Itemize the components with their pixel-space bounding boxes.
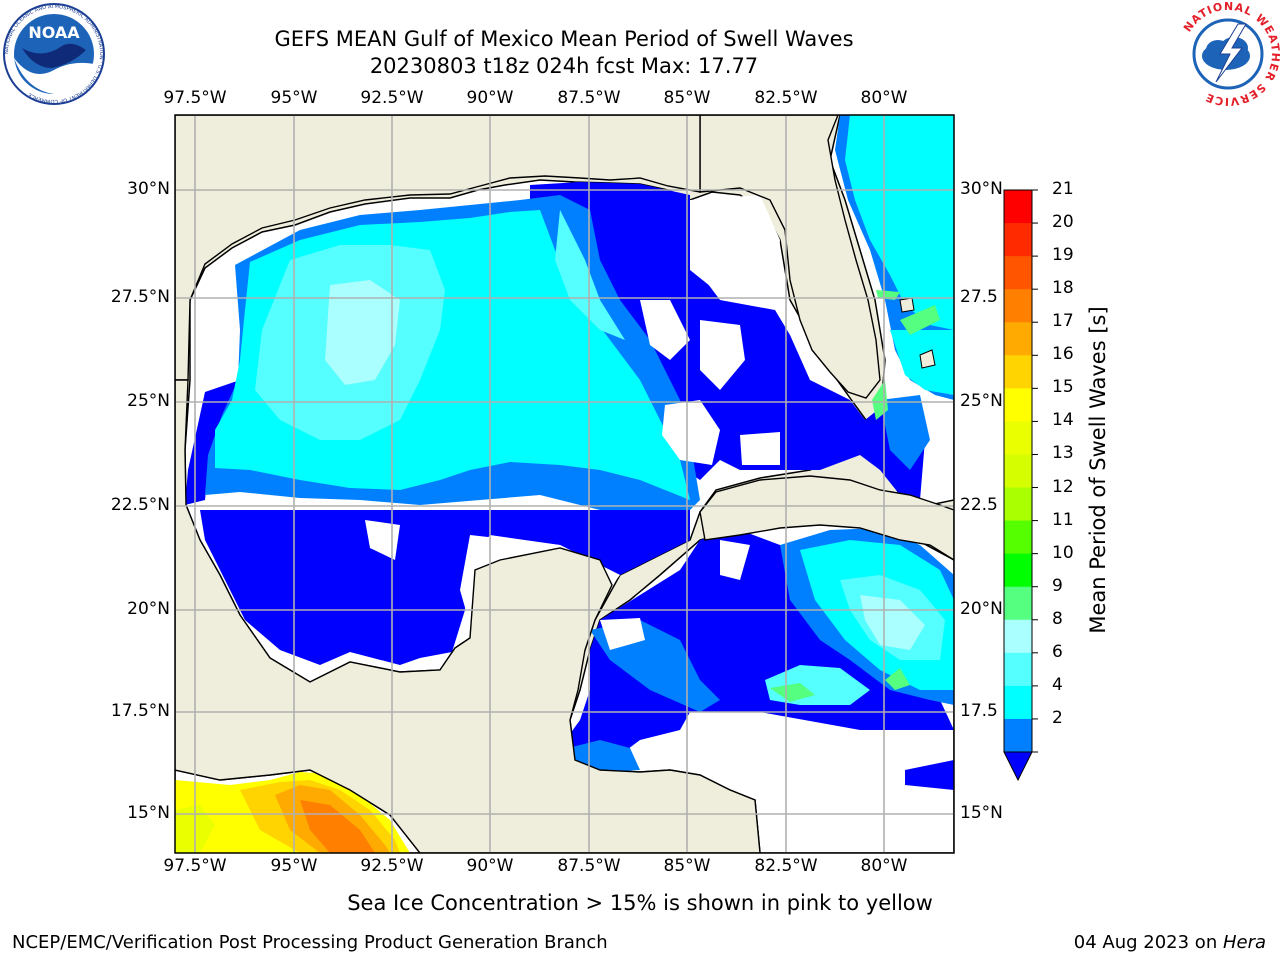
colorbar-tick-label: 11 [1052, 509, 1074, 530]
longitude-label: 82.5°W [754, 856, 818, 876]
bahamas-islands [899, 297, 936, 369]
latitude-label: 22.5°N [110, 495, 170, 515]
colorbar-tick-label: 16 [1052, 344, 1074, 365]
map-gridlines [175, 115, 954, 853]
pacific-high-values [175, 772, 410, 853]
colorbar-segment [1004, 355, 1032, 389]
longitude-label: 82.5°W [754, 88, 818, 108]
longitude-label: 87.5°W [557, 88, 621, 108]
latitude-label: 30°N [127, 179, 170, 199]
colorbar-tick-label: 20 [1052, 212, 1074, 233]
colorbar-segment [1004, 421, 1032, 455]
latitude-label: 20°N [127, 599, 170, 619]
longitude-label: 97.5°W [163, 856, 227, 876]
colorbar-title: Mean Period of Swell Waves [s] [1086, 306, 1110, 634]
colorbar-segment [1004, 652, 1032, 687]
colorbar-tick-label: 6 [1052, 641, 1063, 662]
colorbar-tick-label: 19 [1052, 245, 1074, 266]
longitude-label: 87.5°W [557, 856, 621, 876]
footer-credit: NCEP/EMC/Verification Post Processing Pr… [12, 932, 608, 953]
mexico-landmass [175, 379, 761, 853]
colorbar-segment [1004, 322, 1032, 356]
colorbar-tick-label: 10 [1052, 542, 1074, 563]
colorbar-segment [1004, 586, 1032, 621]
colorbar-tick-label: 13 [1052, 443, 1074, 464]
colorbar-segment [1004, 619, 1032, 654]
colorbar-segment [1004, 256, 1032, 290]
colorbar-tick-label: 17 [1052, 311, 1074, 332]
us-gulf-coast [175, 115, 701, 381]
colorbar-segment [1004, 289, 1032, 323]
longitude-label: 80°W [860, 88, 908, 108]
colorbar-segment [1004, 487, 1032, 522]
cuba-island [699, 475, 954, 561]
colorbar-tick-label: 15 [1052, 377, 1074, 398]
colorbar-segment [1004, 685, 1032, 720]
colorbar-segment [1004, 190, 1032, 224]
map-subtitle-forecast: 20230803 t18z 024h fcst Max: 17.77 [369, 54, 759, 78]
longitude-label: 92.5°W [360, 856, 424, 876]
colorbar-tick-label: 2 [1052, 707, 1063, 728]
latitude-label: 25°N [960, 391, 1003, 411]
colorbar-frame [1003, 189, 1033, 753]
latitude-label: 27.5°N [110, 287, 170, 307]
longitude-label: 92.5°W [360, 88, 424, 108]
colorbar-segment [1004, 223, 1032, 257]
footer-date-text: 04 Aug 2023 on [1073, 932, 1223, 953]
latitude-label: 17.5°N [110, 701, 170, 721]
colorbar-tick-label: 4 [1052, 674, 1063, 695]
colorbar-segment [1004, 553, 1032, 588]
footer-date: 04 Aug 2023 on Hera [1074, 932, 1266, 953]
latitude-label: 15°N [127, 803, 170, 823]
longitude-label: 90°W [466, 856, 514, 876]
latitude-label: 30°N [960, 179, 1003, 199]
longitude-label: 95°W [270, 88, 318, 108]
latitude-label: 22.5 [960, 495, 998, 515]
footer-host: Hera [1222, 932, 1266, 953]
latitude-label: 20°N [960, 599, 1003, 619]
longitude-label: 85°W [663, 88, 711, 108]
colorbar-tick-label: 14 [1052, 410, 1074, 431]
latitude-label: 15°N [960, 803, 1003, 823]
longitude-label: 95°W [270, 856, 318, 876]
longitude-label: 85°W [663, 856, 711, 876]
map-title: GEFS MEAN Gulf of Mexico Mean Period of … [274, 27, 854, 51]
colorbar-segment [1004, 520, 1032, 555]
longitude-label: 97.5°W [163, 88, 227, 108]
colorbar [1003, 189, 1038, 782]
sea-ice-note: Sea Ice Concentration > 15% is shown in … [347, 891, 933, 915]
swell-8-9s-areas [325, 280, 925, 650]
latitude-label: 17.5 [960, 701, 998, 721]
map-frame [174, 114, 955, 854]
latitude-label: 25°N [127, 391, 170, 411]
noaa-logo: NOAA NATIONAL OCEANIC AND ATMOSPHERIC AD… [3, 3, 105, 105]
longitude-label: 90°W [466, 88, 514, 108]
colorbar-tick-label: 12 [1052, 476, 1074, 497]
colorbar-segment [1004, 454, 1032, 489]
noaa-logo-text: NOAA [28, 23, 80, 42]
colorbar-segment [1004, 388, 1032, 422]
colorbar-underflow-triangle [1003, 751, 1033, 782]
colorbar-segment [1004, 718, 1032, 753]
colorbar-tick-label: 9 [1052, 575, 1063, 596]
latitude-label: 27.5 [960, 287, 998, 307]
colorbar-tick-label: 21 [1052, 179, 1074, 199]
colorbar-tick-label: 8 [1052, 608, 1063, 629]
longitude-label: 80°W [860, 856, 908, 876]
colorbar-tick-label: 18 [1052, 278, 1074, 299]
nws-logo: NATIONAL WEATHER SERVICE [1178, 2, 1280, 106]
